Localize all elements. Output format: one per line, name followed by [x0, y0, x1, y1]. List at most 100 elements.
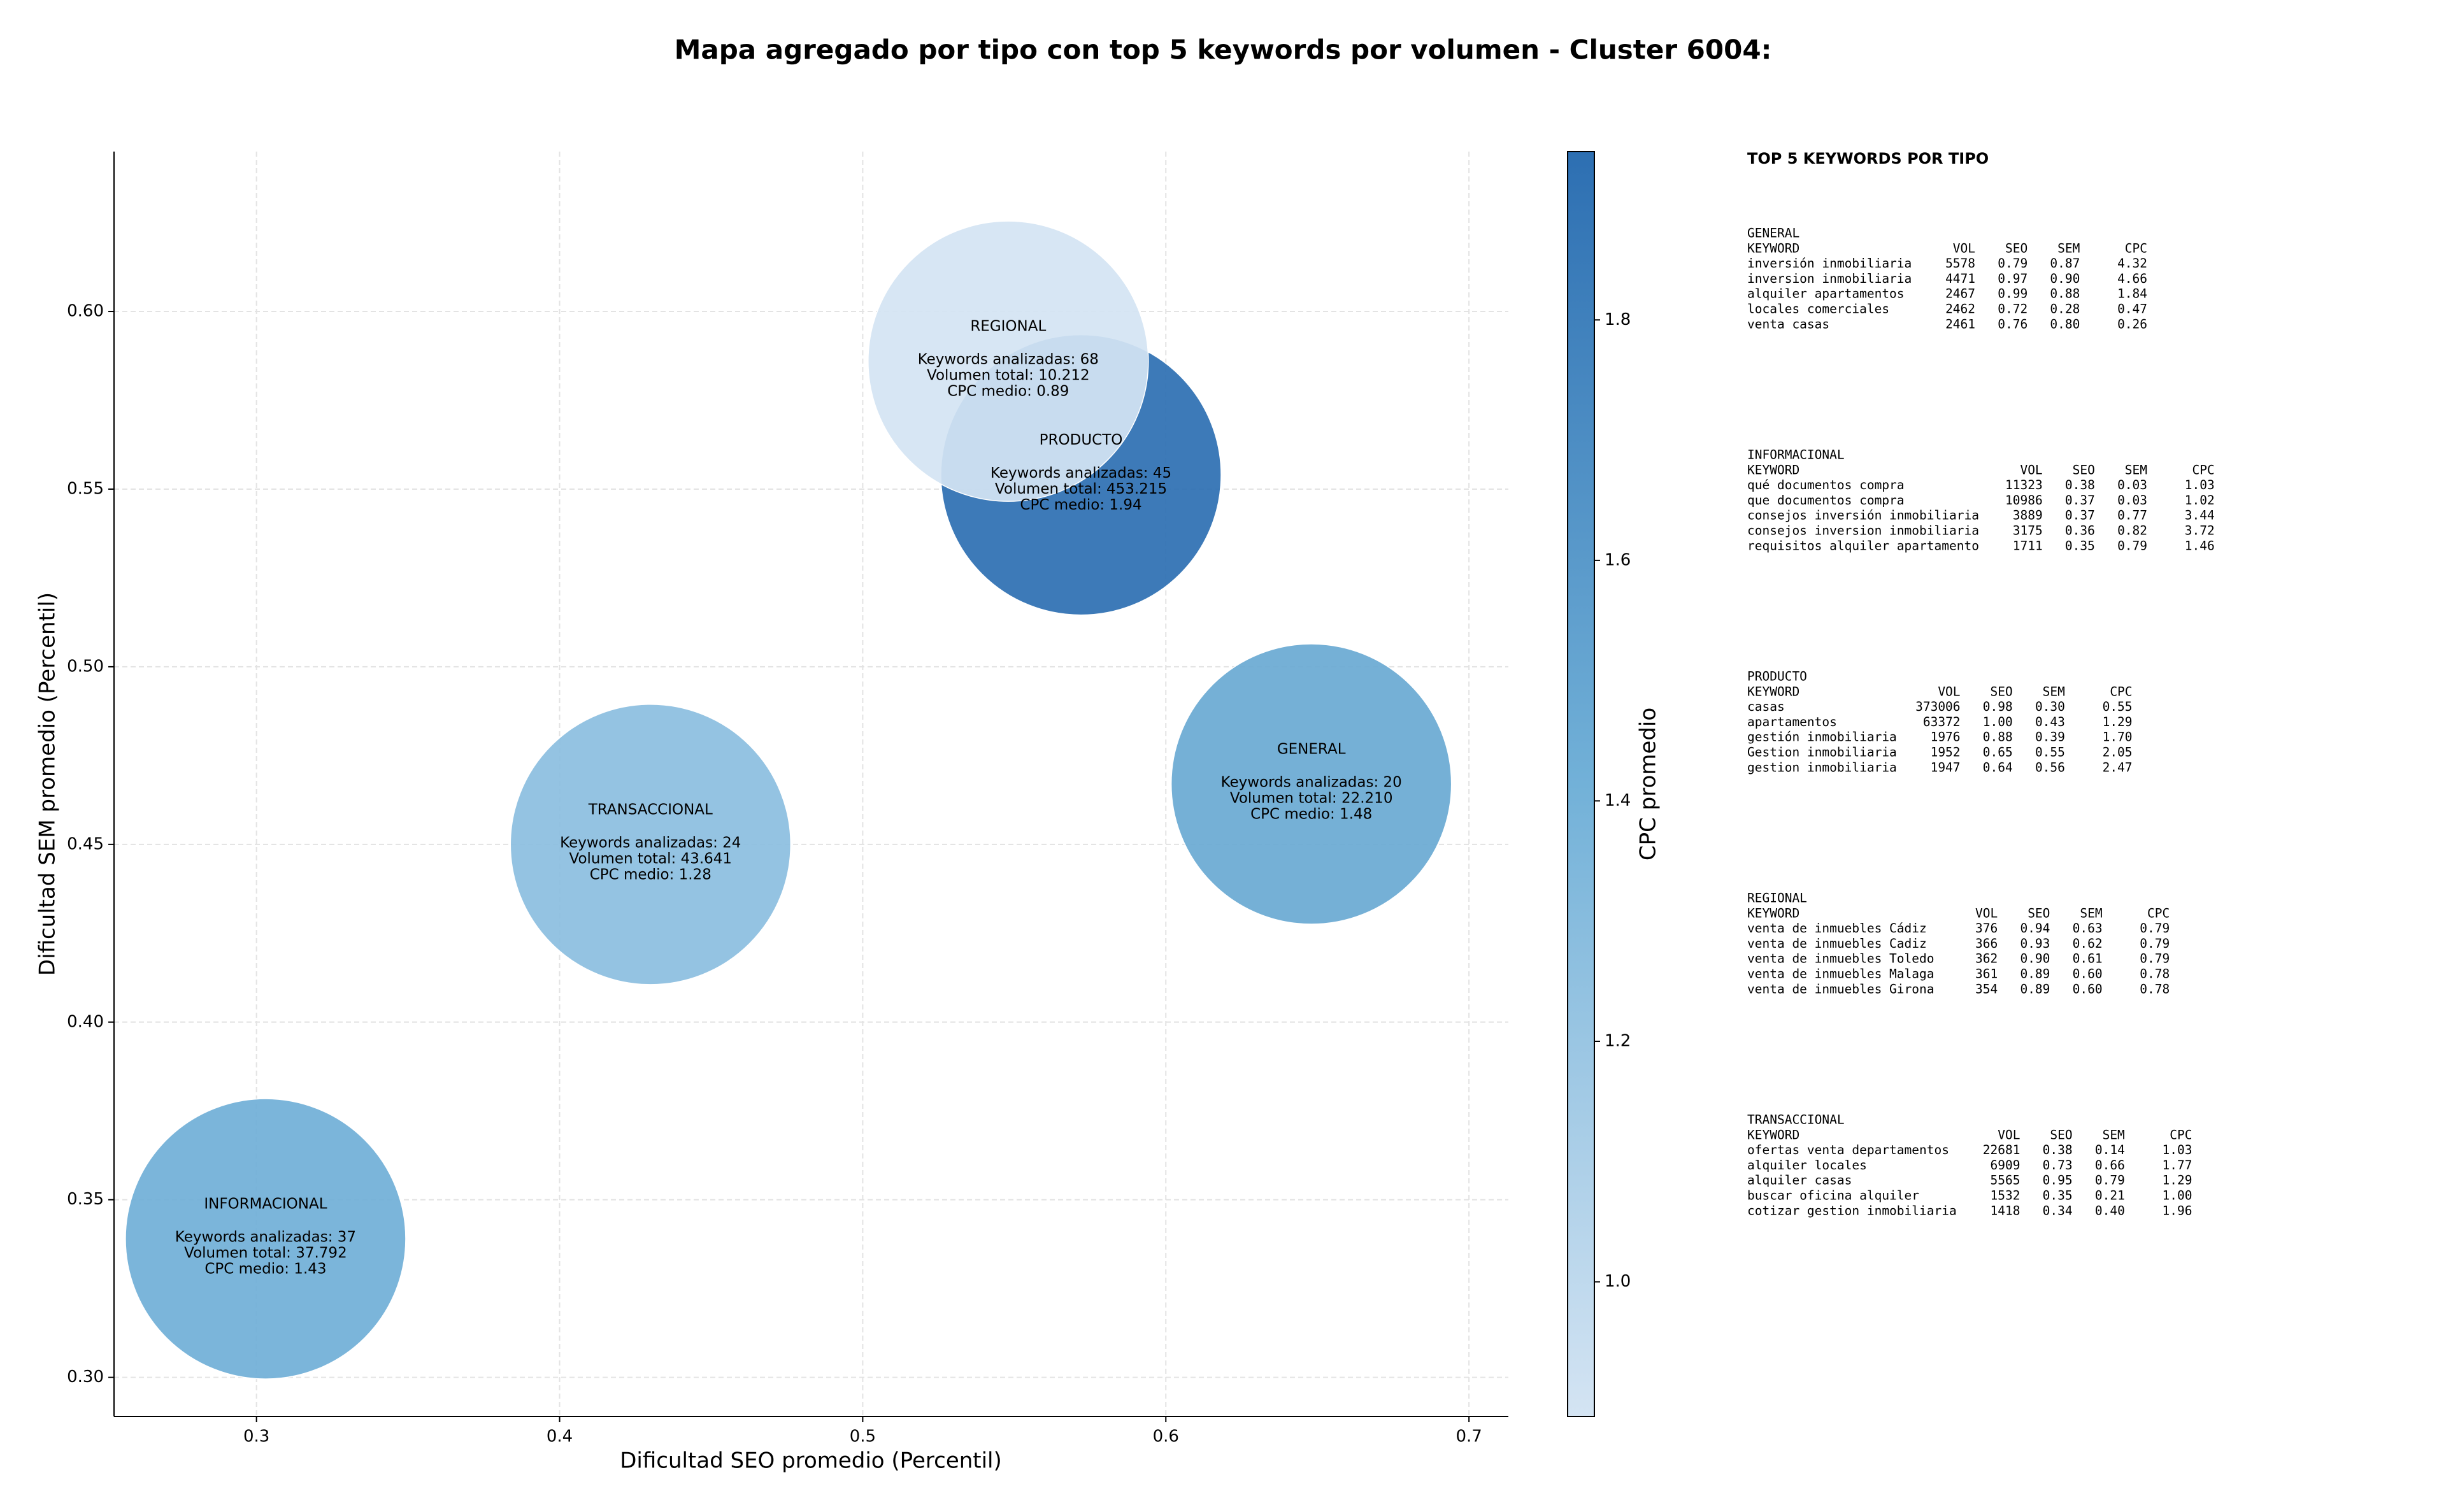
- metric-cell: 354: [1975, 981, 1998, 996]
- metric-cell: 0.89: [2020, 967, 2050, 981]
- metric-cell: 0.97: [1998, 271, 2028, 286]
- metric-cell: 0.94: [2020, 921, 2050, 936]
- metric-cell: 63372: [1923, 715, 1961, 729]
- keyword-cell: ofertas venta departamentos: [1747, 1143, 1949, 1157]
- metric-cell: 1.46: [2185, 538, 2215, 553]
- metric-cell: 5578: [1945, 256, 1975, 271]
- bubble: [868, 220, 1149, 502]
- keyword-cell: gestion inmobiliaria: [1747, 760, 1897, 774]
- bubble-label: Keywords analizadas: 24: [560, 834, 741, 851]
- keyword-cell: alquiler casas: [1747, 1173, 1852, 1188]
- keyword-cell: inversión inmobiliaria: [1747, 256, 1912, 271]
- column-header: SEM: [2103, 1127, 2125, 1142]
- metric-cell: 0.60: [2073, 981, 2103, 996]
- metric-cell: 0.79: [2095, 1173, 2125, 1188]
- metric-cell: 0.35: [2043, 1188, 2073, 1203]
- metric-cell: 1532: [1991, 1188, 2020, 1203]
- section-name: PRODUCTO: [1747, 669, 1807, 684]
- y-tick-label: 0.40: [67, 1012, 104, 1031]
- metric-cell: 0.37: [2065, 493, 2095, 508]
- bubble-label: CPC medio: 1.43: [204, 1261, 326, 1278]
- bubble-label: CPC medio: 0.89: [947, 383, 1069, 400]
- metric-cell: 0.60: [2073, 967, 2103, 981]
- metric-cell: 0.73: [2043, 1158, 2073, 1173]
- metric-cell: 0.66: [2095, 1158, 2125, 1173]
- metric-cell: 0.79: [2140, 936, 2170, 951]
- keyword-cell: inversion inmobiliaria: [1747, 271, 1912, 286]
- metric-cell: 0.38: [2065, 478, 2095, 492]
- bubble: [510, 704, 792, 985]
- metric-cell: 5565: [1991, 1173, 2020, 1188]
- metric-cell: 366: [1975, 936, 1998, 951]
- metric-cell: 0.03: [2117, 493, 2147, 508]
- metric-cell: 362: [1975, 952, 1998, 966]
- metric-cell: 1976: [1931, 730, 1961, 745]
- bubble-label: TRANSACCIONAL: [588, 801, 713, 818]
- metric-cell: 0.72: [1998, 302, 2028, 317]
- chart-title: Mapa agregado por tipo con top 5 keyword…: [675, 34, 1772, 66]
- bubble-label: Keywords analizadas: 37: [175, 1229, 356, 1246]
- keyword-cell: venta de inmuebles Toledo: [1747, 952, 1935, 966]
- metric-cell: 0.43: [2035, 715, 2065, 729]
- section-name: REGIONAL: [1747, 891, 1807, 906]
- metric-cell: 1.70: [2103, 730, 2133, 745]
- metric-cell: 0.30: [2035, 699, 2065, 714]
- metric-cell: 0.88: [1983, 730, 2013, 745]
- metric-cell: 0.26: [2117, 317, 2147, 331]
- keyword-cell: casas: [1747, 699, 1785, 714]
- metric-cell: 0.78: [2140, 981, 2170, 996]
- bubble-label: CPC medio: 1.94: [1020, 497, 1141, 513]
- metric-cell: 0.28: [2050, 302, 2080, 317]
- bubble-label: CPC medio: 1.28: [590, 866, 712, 883]
- metric-cell: 0.35: [2065, 538, 2095, 553]
- column-header: CPC: [2125, 241, 2147, 255]
- metric-cell: 6909: [1991, 1158, 2020, 1173]
- column-header: SEM: [2043, 684, 2065, 699]
- metric-cell: 4.32: [2117, 256, 2147, 271]
- section-name: TRANSACCIONAL: [1747, 1113, 1845, 1127]
- x-axis-label: Dificultad SEO promedio (Percentil): [620, 1448, 1002, 1474]
- bubble-label: Keywords analizadas: 45: [991, 465, 1171, 481]
- metric-cell: 0.99: [1998, 287, 2028, 301]
- column-header: SEM: [2080, 906, 2102, 920]
- metric-cell: 0.38: [2043, 1143, 2073, 1157]
- metric-cell: 1418: [1991, 1203, 2020, 1218]
- y-tick-label: 0.55: [67, 479, 104, 498]
- keyword-cell: apartamentos: [1747, 715, 1837, 729]
- column-header: KEYWORD: [1747, 684, 1799, 699]
- metric-cell: 0.40: [2095, 1203, 2125, 1218]
- metric-cell: 1.77: [2163, 1158, 2192, 1173]
- bubble: [125, 1098, 406, 1380]
- metric-cell: 0.65: [1983, 745, 2013, 760]
- metric-cell: 4.66: [2117, 271, 2147, 286]
- metric-cell: 3889: [2013, 508, 2043, 523]
- metric-cell: 2461: [1945, 317, 1975, 331]
- metric-cell: 1.03: [2185, 478, 2215, 492]
- metric-cell: 0.61: [2073, 952, 2103, 966]
- column-header: CPC: [2170, 1127, 2192, 1142]
- column-header: KEYWORD: [1747, 241, 1799, 255]
- metric-cell: 0.89: [2020, 981, 2050, 996]
- keyword-cell: gestión inmobiliaria: [1747, 730, 1897, 745]
- colorbar-tick-label: 1.8: [1605, 310, 1631, 329]
- metric-cell: 0.79: [2140, 921, 2170, 936]
- column-header: CPC: [2110, 684, 2132, 699]
- metric-cell: 0.47: [2117, 302, 2147, 317]
- bubble-label: Volumen total: 43.641: [569, 850, 733, 867]
- bubble-label: Volumen total: 37.792: [184, 1245, 347, 1262]
- metric-cell: 3.44: [2185, 508, 2215, 523]
- bubble-label: GENERAL: [1277, 741, 1346, 758]
- x-tick-label: 0.6: [1153, 1427, 1179, 1446]
- bubble-label: REGIONAL: [970, 318, 1046, 335]
- section-name: INFORMACIONAL: [1747, 448, 1845, 462]
- section-name: GENERAL: [1747, 226, 1799, 241]
- keyword-cell: cotizar gestion inmobiliaria: [1747, 1203, 1957, 1218]
- x-tick-label: 0.7: [1455, 1427, 1482, 1446]
- metric-cell: 0.93: [2020, 936, 2050, 951]
- metric-cell: 0.95: [2043, 1173, 2073, 1188]
- metric-cell: 22681: [1983, 1143, 2020, 1157]
- column-header: SEM: [2057, 241, 2080, 255]
- colorbar-label: CPC promedio: [1636, 708, 1661, 860]
- colorbar: [1567, 151, 1595, 1417]
- x-tick-label: 0.3: [243, 1427, 269, 1446]
